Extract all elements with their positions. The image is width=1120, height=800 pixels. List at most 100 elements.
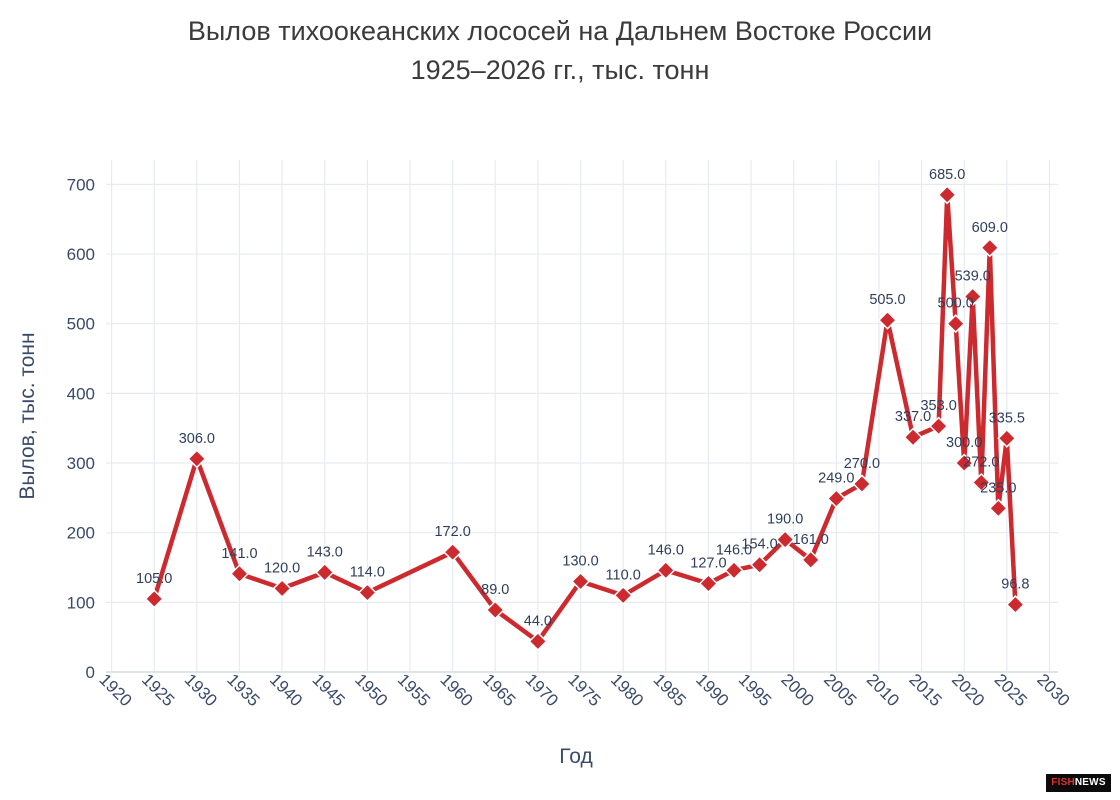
x-tick-label: 1980 (607, 670, 647, 710)
x-tick-label: 1955 (394, 670, 434, 710)
data-point-marker[interactable] (656, 560, 676, 580)
data-label: 96.8 (1001, 577, 1029, 593)
data-point-marker[interactable] (315, 562, 335, 582)
y-tick-label: 0 (86, 663, 95, 682)
data-label: 500.0 (938, 296, 974, 312)
data-label: 272.0 (963, 455, 999, 471)
x-tick-label: 2015 (905, 670, 945, 710)
data-point-marker[interactable] (485, 600, 505, 620)
y-tick-label: 400 (67, 384, 95, 403)
data-label: 190.0 (767, 512, 803, 528)
chart-title-line2: 1925–2026 гг., тыс. тонн (410, 55, 710, 85)
logo-text-news: NEWS (1074, 777, 1106, 788)
data-point-marker[interactable] (357, 583, 377, 603)
data-point-marker[interactable] (698, 573, 718, 594)
data-label: 146.0 (716, 542, 752, 558)
x-tick-label: 1935 (223, 670, 263, 710)
grid (106, 160, 1058, 673)
y-tick-label: 300 (67, 454, 95, 473)
data-point-marker[interactable] (903, 427, 923, 447)
data-point-marker[interactable] (229, 564, 250, 584)
data-point-marker[interactable] (877, 310, 898, 330)
data-label: 335.5 (989, 410, 1025, 426)
data-label: 143.0 (307, 544, 343, 560)
data-point-marker[interactable] (954, 453, 974, 473)
chart-title-line1: Вылов тихоокеанских лососей на Дальнем В… (187, 16, 933, 46)
data-point-marker[interactable] (272, 578, 292, 598)
data-point-marker[interactable] (570, 571, 591, 592)
data-point-marker[interactable] (946, 314, 966, 334)
data-point-marker[interactable] (775, 530, 795, 550)
data-point-marker[interactable] (852, 474, 872, 494)
x-tick-label: 1975 (564, 670, 604, 710)
data-point-marker[interactable] (997, 428, 1017, 448)
data-point-marker[interactable] (443, 542, 463, 562)
x-tick-label: 2010 (863, 670, 903, 710)
data-labels: 105.0 306.0 141.0 120.0 143.0 114.0 172.0 89.0 4… (136, 167, 1029, 630)
data-label: 353.0 (920, 398, 956, 414)
x-tick-label: 1985 (650, 670, 690, 710)
y-tick-label: 500 (67, 315, 95, 334)
data-label: 146.0 (648, 542, 684, 558)
x-tick-label: 2025 (991, 670, 1031, 710)
data-point-marker[interactable] (750, 555, 770, 575)
fishnews-logo: FISHNEWS (1046, 774, 1111, 792)
y-tick-label: 200 (67, 524, 95, 543)
x-tick-label: 1965 (479, 670, 519, 710)
data-label: 609.0 (972, 220, 1008, 236)
data-label: 105.0 (136, 571, 172, 587)
x-axis-title: Год (559, 745, 592, 768)
x-tick-label: 1970 (522, 670, 562, 710)
data-point-marker[interactable] (187, 449, 207, 469)
data-label: 685.0 (929, 167, 965, 183)
x-tick-label: 1920 (95, 670, 135, 710)
data-point-marker[interactable] (937, 185, 957, 205)
data-label: 154.0 (741, 537, 777, 553)
data-point-marker[interactable] (826, 488, 846, 509)
x-tick-label: 1945 (309, 670, 349, 710)
data-point-marker[interactable] (988, 498, 1008, 518)
x-tick-label: 1940 (266, 670, 306, 710)
x-tick-label: 1950 (351, 670, 391, 710)
data-label: 172.0 (434, 524, 470, 540)
x-tick-label: 2000 (777, 670, 817, 710)
data-label: 120.0 (264, 560, 300, 576)
chart-title: Вылов тихоокеанских лососей на Дальнем В… (0, 12, 1120, 90)
x-tick-label: 2005 (820, 670, 860, 710)
data-point-marker[interactable] (144, 589, 164, 609)
x-tick-label: 1925 (138, 670, 178, 710)
x-axis-ticks: 1920 1925 1930 1935 1940 1945 1950 1955 1960 1965… (95, 670, 1073, 710)
data-label: 161.0 (793, 532, 829, 548)
data-label: 89.0 (481, 582, 509, 598)
data-point-marker[interactable] (724, 560, 744, 580)
data-label: 505.0 (869, 292, 905, 308)
data-label: 249.0 (818, 471, 854, 487)
data-label: 127.0 (690, 556, 726, 572)
data-point-marker[interactable] (1005, 595, 1025, 615)
data-label: 306.0 (179, 431, 215, 447)
y-tick-label: 600 (67, 245, 95, 264)
data-point-marker[interactable] (980, 238, 1000, 258)
data-point-marker[interactable] (971, 472, 991, 493)
data-label: 44.0 (524, 613, 552, 629)
x-tick-label: 1995 (735, 670, 775, 710)
data-markers (144, 185, 1025, 651)
x-tick-label: 1960 (436, 670, 476, 710)
data-point-marker[interactable] (528, 631, 548, 651)
y-axis-ticks: 0 100 200 300 400 500 600 700 (67, 175, 95, 682)
data-label: 300.0 (946, 435, 982, 451)
data-label: 337.0 (895, 409, 931, 425)
x-tick-label: 1930 (181, 670, 221, 710)
data-point-marker[interactable] (963, 286, 983, 307)
data-label: 539.0 (955, 269, 991, 285)
x-tick-label: 2020 (948, 670, 988, 710)
data-label: 110.0 (606, 567, 641, 583)
data-point-marker[interactable] (613, 585, 633, 605)
logo-text-fish: FISH (1051, 777, 1075, 788)
data-point-marker[interactable] (801, 550, 821, 570)
data-point-marker[interactable] (929, 416, 949, 436)
y-axis-title: Вылов, тыс. тонн (16, 332, 39, 499)
y-tick-label: 700 (67, 175, 95, 194)
data-label: 130.0 (562, 553, 598, 569)
